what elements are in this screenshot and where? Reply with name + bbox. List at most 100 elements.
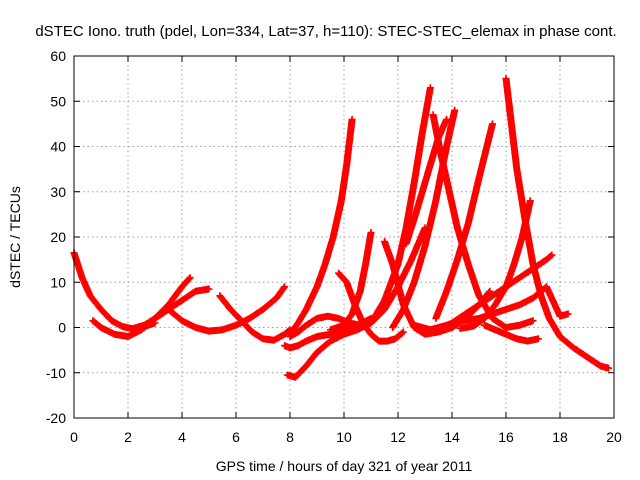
data-point bbox=[369, 333, 373, 336]
data-point bbox=[121, 325, 124, 328]
data-point bbox=[315, 285, 319, 288]
data-point bbox=[526, 339, 529, 343]
series-pass-22 bbox=[480, 321, 542, 345]
data-point bbox=[456, 226, 459, 230]
data-point bbox=[434, 199, 437, 202]
data-point bbox=[167, 308, 170, 311]
x-axis-ticks: 0 2 4 6 8 10 12 14 16 18 20 bbox=[70, 56, 622, 445]
x-tick-label: 12 bbox=[390, 429, 406, 445]
data-point bbox=[488, 290, 491, 293]
y-tick-label: -10 bbox=[46, 365, 66, 381]
data-point bbox=[345, 281, 348, 284]
data-point bbox=[305, 324, 308, 327]
data-point bbox=[329, 328, 332, 331]
data-point bbox=[510, 122, 513, 126]
data-point bbox=[491, 122, 494, 126]
x-tick-label: 2 bbox=[124, 429, 132, 445]
chart-title: dSTEC Iono. truth (pdel, Lon=334, Lat=37… bbox=[35, 23, 616, 40]
data-point bbox=[413, 324, 416, 327]
x-tick-label: 4 bbox=[178, 429, 186, 445]
data-point bbox=[180, 299, 184, 302]
data-point bbox=[558, 335, 562, 338]
data-point bbox=[283, 344, 286, 347]
data-point bbox=[413, 281, 416, 284]
data-point bbox=[288, 346, 292, 350]
data-point bbox=[515, 167, 518, 171]
data-point bbox=[275, 296, 278, 300]
data-point bbox=[188, 276, 192, 279]
data-point bbox=[483, 317, 486, 320]
data-point bbox=[548, 317, 551, 320]
y-tick-label: 50 bbox=[50, 93, 66, 109]
data-point bbox=[369, 321, 373, 325]
y-tick-label: -20 bbox=[46, 410, 66, 426]
series-pass-21 bbox=[502, 75, 613, 372]
grid-lines bbox=[74, 56, 614, 418]
data-point bbox=[413, 181, 416, 184]
data-point bbox=[377, 339, 381, 343]
data-point bbox=[523, 217, 527, 221]
data-point bbox=[445, 290, 448, 293]
data-point bbox=[91, 319, 95, 322]
series-pass-20 bbox=[456, 197, 534, 332]
data-point bbox=[261, 308, 265, 311]
data-point bbox=[440, 154, 443, 157]
data-point bbox=[359, 290, 362, 293]
data-point bbox=[180, 285, 184, 288]
data-point bbox=[518, 303, 521, 307]
data-point bbox=[383, 308, 386, 311]
data-point bbox=[240, 319, 243, 322]
data-point bbox=[342, 324, 346, 327]
data-point bbox=[296, 321, 300, 325]
data-point bbox=[418, 328, 421, 331]
data-point bbox=[512, 262, 516, 266]
data-point bbox=[431, 113, 435, 117]
data-point bbox=[332, 235, 335, 239]
data-point bbox=[369, 231, 373, 234]
data-point bbox=[329, 339, 332, 343]
data-point bbox=[491, 317, 494, 320]
series-pass-11 bbox=[327, 229, 375, 334]
data-point bbox=[337, 272, 340, 275]
data-point bbox=[504, 285, 508, 288]
data-point bbox=[294, 376, 297, 379]
data-point bbox=[558, 314, 562, 318]
data-point bbox=[585, 355, 589, 359]
data-point bbox=[504, 77, 508, 80]
data-point bbox=[305, 339, 308, 343]
data-point bbox=[531, 262, 535, 266]
data-point bbox=[458, 327, 462, 330]
data-point bbox=[450, 321, 454, 325]
data-point bbox=[350, 312, 354, 316]
data-point bbox=[207, 287, 211, 291]
series-pass-13 bbox=[367, 84, 434, 327]
data-point bbox=[410, 258, 413, 261]
data-point bbox=[429, 86, 432, 89]
data-point bbox=[504, 308, 508, 311]
series-pass-16 bbox=[429, 111, 537, 331]
y-axis-label: dSTEC / TECUs bbox=[7, 186, 23, 288]
data-point bbox=[421, 190, 424, 193]
data-point bbox=[229, 308, 232, 311]
data-point bbox=[194, 326, 197, 329]
data-point bbox=[494, 328, 497, 331]
data-point bbox=[323, 262, 327, 266]
data-point bbox=[504, 333, 508, 336]
data-point bbox=[350, 118, 354, 121]
y-tick-label: 40 bbox=[50, 139, 66, 155]
data-point bbox=[423, 226, 427, 230]
x-tick-label: 14 bbox=[444, 429, 460, 445]
data-point bbox=[394, 337, 397, 341]
data-point bbox=[464, 312, 467, 316]
data-point bbox=[491, 294, 494, 298]
data-point bbox=[283, 285, 286, 288]
data-point bbox=[404, 242, 408, 245]
data-point bbox=[315, 317, 319, 320]
x-tick-label: 16 bbox=[498, 429, 514, 445]
data-point bbox=[207, 329, 211, 333]
data-point bbox=[477, 294, 481, 298]
data-point bbox=[153, 317, 157, 320]
x-tick-label: 18 bbox=[552, 429, 568, 445]
data-point bbox=[218, 294, 221, 298]
data-point bbox=[337, 317, 340, 320]
